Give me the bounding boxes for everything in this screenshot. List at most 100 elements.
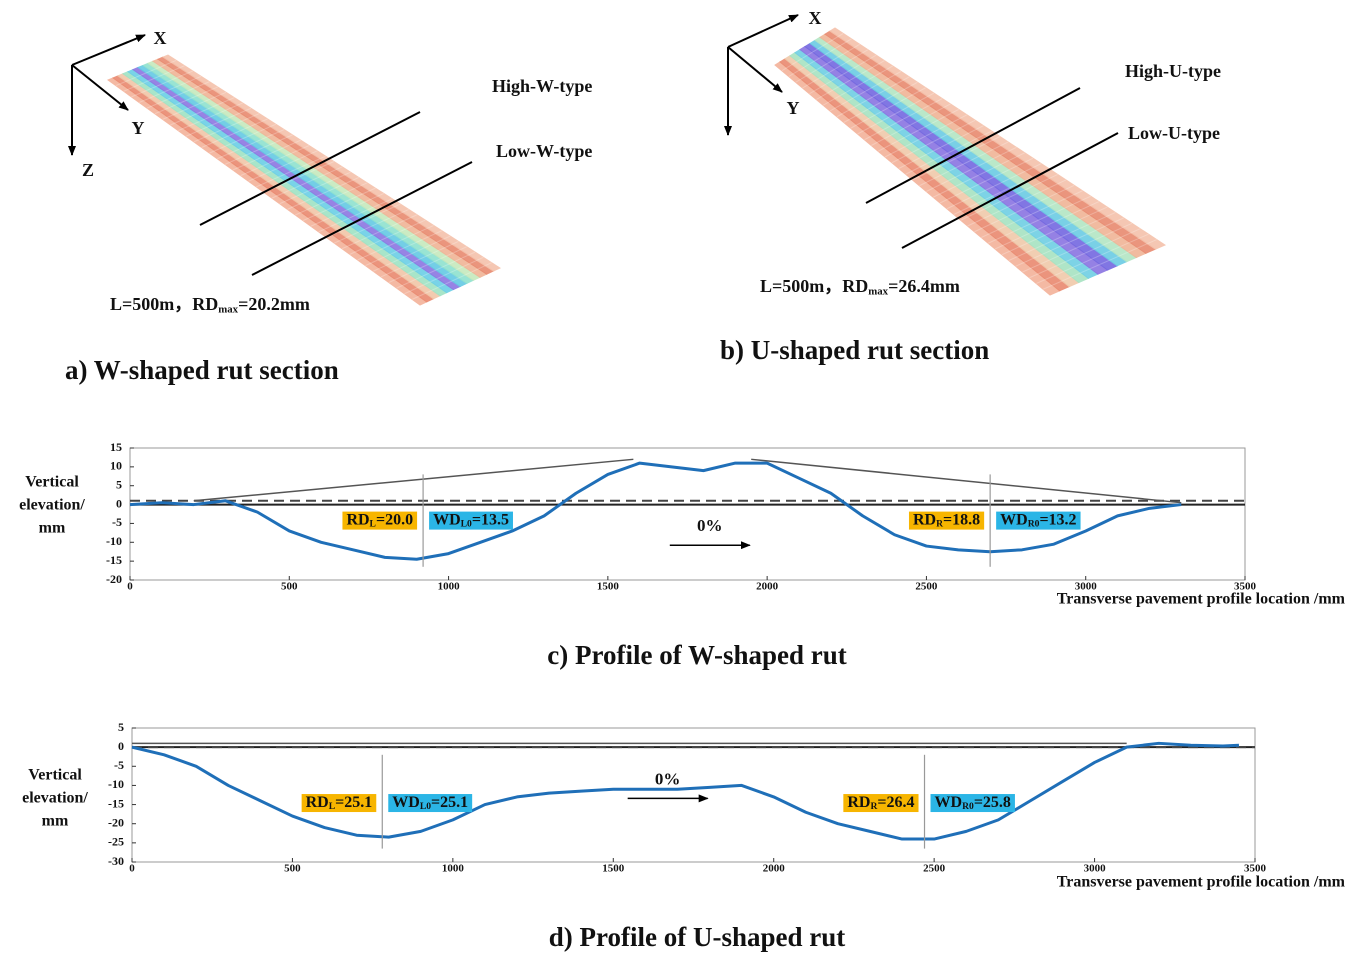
surface-strip xyxy=(805,43,1117,270)
x-tick-label: 1500 xyxy=(602,863,625,875)
y-axis-label: mm xyxy=(42,813,69,830)
panel-caption: b) U-shaped rut section xyxy=(720,335,989,365)
section-label: Low-U-type xyxy=(1128,123,1220,143)
x-tick-label: 2500 xyxy=(923,863,946,875)
envelope-line xyxy=(751,459,1181,502)
slope-label: 0% xyxy=(655,769,681,788)
text-part: =25.8 xyxy=(974,794,1011,811)
text-part: =20.0 xyxy=(376,511,413,528)
text-part: =26.4 xyxy=(877,794,914,811)
subscript: R0 xyxy=(962,801,974,812)
subscript: R0 xyxy=(1028,519,1040,530)
figure: XYZHigh-W-typeLow-W-typeL=500m，RDmax=20.… xyxy=(0,0,1364,958)
text-part: RD xyxy=(306,794,329,811)
x-tick-label: 2000 xyxy=(756,581,779,593)
slope-label: 0% xyxy=(697,516,723,535)
text-part: =13.5 xyxy=(472,511,509,528)
y-axis-label: Vertical xyxy=(28,767,82,784)
text-part: =18.8 xyxy=(943,511,980,528)
x-tick-label: 0 xyxy=(129,863,135,875)
text-part: =20.2mm xyxy=(238,294,310,314)
wd-label: WDR0=25.8 xyxy=(931,794,1015,813)
y-tick-label: -25 xyxy=(108,835,124,849)
text-part: L=500m，RD xyxy=(110,294,218,314)
rd-label: RDL=20.0 xyxy=(342,511,417,530)
text-part: =26.4mm xyxy=(888,276,960,296)
axis-name: Y xyxy=(787,98,800,118)
envelope-line xyxy=(194,459,634,500)
y-tick-label: 0 xyxy=(116,496,122,510)
axis-arrow xyxy=(728,15,798,47)
x-tick-label: 0 xyxy=(127,581,133,593)
y-tick-label: -20 xyxy=(108,815,124,829)
profile-line xyxy=(132,743,1239,839)
axis-name: X xyxy=(154,28,167,48)
y-tick-label: 5 xyxy=(116,477,122,491)
text-part: =25.1 xyxy=(335,794,372,811)
axis-arrow xyxy=(728,47,782,92)
text-part: =13.2 xyxy=(1039,511,1076,528)
y-tick-label: 15 xyxy=(110,440,122,454)
axis-name: Z xyxy=(82,160,94,180)
rd-label: RDR=18.8 xyxy=(909,511,984,530)
axis-name: X xyxy=(809,8,822,28)
y-axis-label: elevation/ xyxy=(19,497,85,514)
y-tick-label: 0 xyxy=(118,739,124,753)
section-label: Low-W-type xyxy=(496,141,592,161)
wd-label: WDR0=13.2 xyxy=(996,511,1080,530)
text-part: RD xyxy=(847,794,870,811)
text-part: WD xyxy=(392,794,420,811)
x-tick-label: 1500 xyxy=(597,581,620,593)
y-tick-label: -10 xyxy=(108,777,124,791)
x-tick-label: 2500 xyxy=(915,581,938,593)
text-part: L=500m，RD xyxy=(760,276,868,296)
text-part: WD xyxy=(935,794,963,811)
y-tick-label: -5 xyxy=(114,758,124,772)
text-part: RD xyxy=(346,511,369,528)
text-part: RD xyxy=(913,511,936,528)
x-axis-label: Transverse pavement profile location /mm xyxy=(1057,874,1346,891)
rd-label: RDL=25.1 xyxy=(302,794,377,813)
subscript: L0 xyxy=(461,519,472,530)
chart-caption: d) Profile of U-shaped rut xyxy=(549,922,846,952)
y-tick-label: -15 xyxy=(108,796,124,810)
wd-label: WDL0=25.1 xyxy=(388,794,472,813)
y-axis-label: elevation/ xyxy=(22,790,88,807)
y-tick-label: -15 xyxy=(106,553,122,567)
text-part: WD xyxy=(1000,511,1028,528)
subscript: max xyxy=(218,304,238,316)
subscript: max xyxy=(868,286,888,298)
section-stats: L=500m，RDmax=26.4mm xyxy=(760,276,960,298)
label-text: WDL0=25.1 xyxy=(392,794,468,813)
text-part: =25.1 xyxy=(431,794,468,811)
y-tick-label: -5 xyxy=(112,515,122,529)
y-tick-label: -30 xyxy=(108,854,124,868)
y-tick-label: 10 xyxy=(110,459,122,473)
x-tick-label: 2000 xyxy=(763,863,786,875)
subscript: L0 xyxy=(420,801,431,812)
x-tick-label: 1000 xyxy=(442,863,465,875)
surface-strip xyxy=(795,50,1098,279)
text-part: WD xyxy=(433,511,461,528)
panel-caption: a) W-shaped rut section xyxy=(65,355,339,385)
x-tick-label: 500 xyxy=(284,863,301,875)
wd-label: WDL0=13.5 xyxy=(429,511,513,530)
label-text: RDL=20.0 xyxy=(346,511,413,530)
section-label: High-U-type xyxy=(1125,61,1221,81)
surface-strip xyxy=(800,47,1108,275)
label-text: RDR=18.8 xyxy=(913,511,980,530)
section-label: High-W-type xyxy=(492,76,592,96)
y-axis-label: Vertical xyxy=(25,474,79,491)
label-text: RDR=26.4 xyxy=(847,794,914,813)
label-text: RDL=25.1 xyxy=(306,794,373,813)
axis-arrow xyxy=(72,35,145,65)
label-text: WDL0=13.5 xyxy=(433,511,509,530)
section-stats: L=500m，RDmax=20.2mm xyxy=(110,294,310,316)
x-tick-label: 1000 xyxy=(438,581,461,593)
y-tick-label: -20 xyxy=(106,572,122,586)
x-tick-label: 500 xyxy=(281,581,298,593)
chart-caption: c) Profile of W-shaped rut xyxy=(547,640,846,670)
y-tick-label: -10 xyxy=(106,534,122,548)
y-axis-label: mm xyxy=(39,520,66,537)
x-axis-label: Transverse pavement profile location /mm xyxy=(1057,591,1346,608)
